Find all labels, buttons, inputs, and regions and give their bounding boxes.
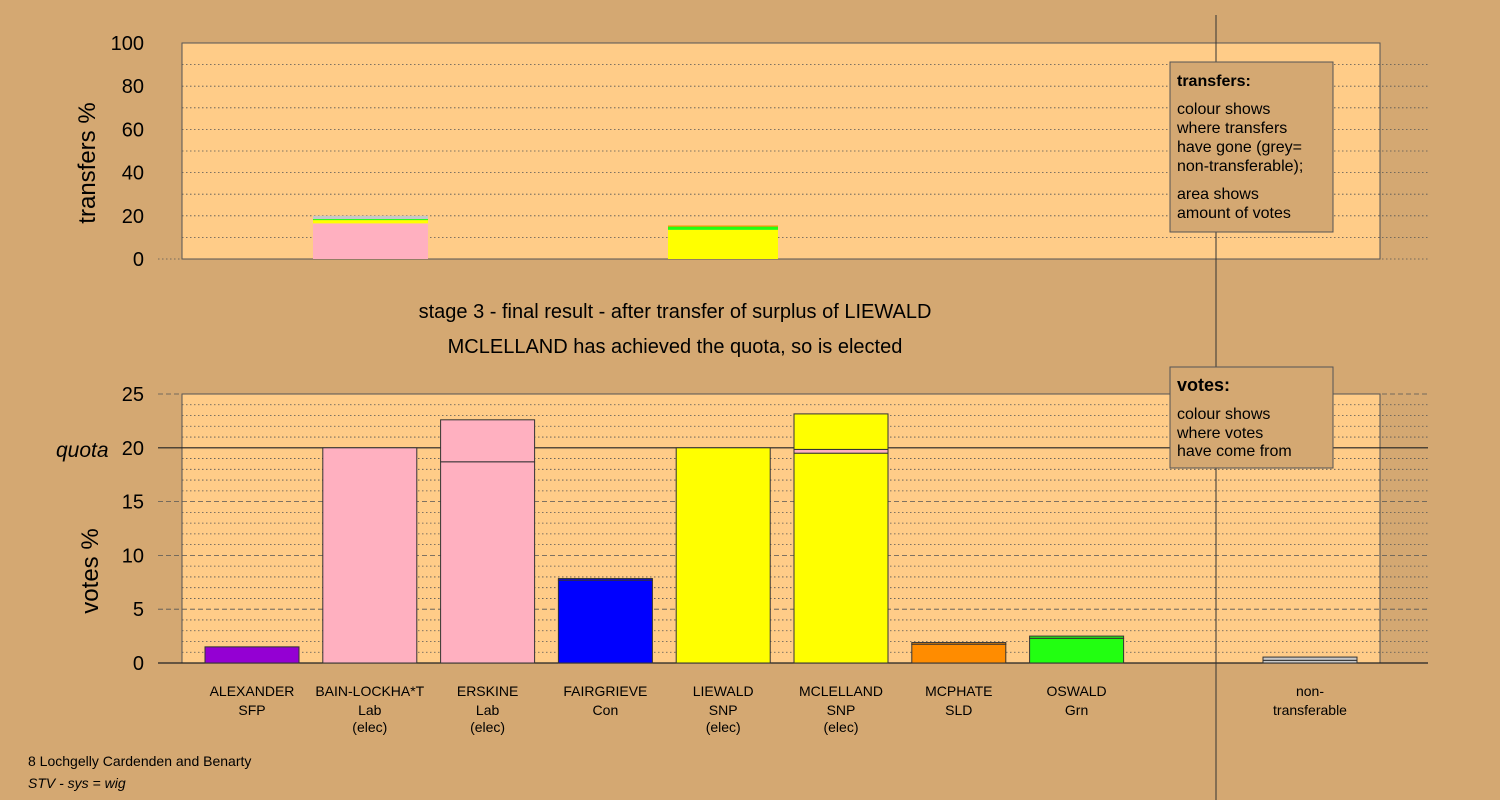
transfers-y-tick-label: 80 — [122, 76, 144, 98]
vote-bar-segment — [1029, 635, 1125, 639]
transfer-bar-segment — [668, 229, 778, 259]
chart-title: stage 3 - final result - after transfer … — [419, 301, 932, 323]
votes-y-tick-label: 0 — [133, 653, 144, 675]
candidate-name-label: ERSKINE — [457, 683, 518, 699]
candidate-party-label: Grn — [1065, 702, 1088, 718]
transfer-bar-segment — [313, 220, 428, 224]
transfers-y-tick-label: 20 — [122, 206, 144, 228]
vote-bar-segment — [911, 643, 1007, 664]
candidate-name-label: BAIN-LOCKHA*T — [315, 683, 424, 699]
candidate-name-label: MCPHATE — [925, 683, 992, 699]
votes-legend-box — [1169, 366, 1334, 469]
transfers-y-tick-label: 40 — [122, 163, 144, 185]
candidate-name-label: LIEWALD — [693, 683, 754, 699]
transfers-bars — [313, 215, 778, 259]
candidate-name-label: ALEXANDER — [210, 683, 295, 699]
chart-subtitle: MCLELLAND has achieved the quota, so is … — [448, 336, 903, 358]
candidate-party-label: Lab — [358, 702, 382, 718]
vote-bar-segment — [793, 452, 889, 664]
transfers-y-tick-label: 0 — [133, 249, 144, 271]
transfers-legend-line: colour shows — [1177, 101, 1270, 118]
votes-legend-title: votes: — [1177, 375, 1230, 395]
non-transferable-bar-segment — [1262, 656, 1358, 661]
candidate-party-label: Lab — [476, 702, 500, 718]
transfers-y-tick-label: 100 — [111, 33, 144, 55]
candidate-party-label: Con — [593, 702, 619, 718]
transfers-y-ticks: 0 20 40 60 80 100 — [111, 33, 144, 271]
votes-legend-line: where votes — [1176, 425, 1263, 442]
candidate-status-label: (elec) — [470, 719, 505, 735]
transfer-bar-segment — [313, 223, 428, 259]
vote-bar-segment — [440, 461, 536, 664]
candidate-status-label: (elec) — [823, 719, 858, 735]
transfers-legend-line: amount of votes — [1177, 205, 1291, 222]
votes-legend-line: have come from — [1177, 443, 1292, 460]
transfer-bar-segment — [313, 219, 428, 221]
transfer-bar-segment — [313, 215, 428, 220]
vote-bar-segment — [557, 579, 653, 664]
non-transferable-label: non- — [1296, 683, 1324, 699]
transfer-bar-segment — [668, 225, 778, 227]
transfers-legend-line: area shows — [1177, 186, 1259, 203]
candidate-status-label: (elec) — [706, 719, 741, 735]
candidate-name-label: FAIRGRIEVE — [563, 683, 647, 699]
transfers-legend-line: non-transferable); — [1177, 158, 1303, 175]
transfers-legend-line: where transfers — [1176, 120, 1287, 137]
votes-bars — [204, 413, 1358, 664]
candidate-party-label: SNP — [827, 702, 856, 718]
candidate-status-label: (elec) — [352, 719, 387, 735]
transfer-bar-segment — [668, 226, 778, 230]
transfers-y-tick-label: 60 — [122, 119, 144, 141]
vote-bar-segment — [675, 447, 771, 664]
candidate-party-label: SFP — [238, 702, 265, 718]
vote-bar-segment — [793, 413, 889, 450]
votes-y-tick-label: 15 — [122, 492, 144, 514]
vote-bar-segment — [911, 642, 1007, 645]
transfers-y-axis-label: transfers % — [74, 102, 101, 223]
candidate-name-label: OSWALD — [1047, 683, 1107, 699]
transfers-legend: transfers: colour shows where transfers … — [1169, 61, 1334, 233]
constituency-label: 8 Lochgelly Cardenden and Benarty — [28, 753, 251, 769]
votes-y-tick-label: 20 — [122, 438, 144, 460]
candidate-party-label: SNP — [709, 702, 738, 718]
vote-bar-segment — [793, 448, 889, 454]
vote-bar-segment — [204, 646, 300, 664]
non-transferable-label: transferable — [1273, 702, 1347, 718]
quota-label: quota — [56, 439, 109, 462]
votes-y-tick-label: 25 — [122, 384, 144, 406]
candidate-party-label: SLD — [945, 702, 972, 718]
candidate-name-label: MCLELLAND — [799, 683, 883, 699]
system-label: STV - sys = wig — [28, 775, 126, 791]
vote-bar-segment — [1029, 637, 1125, 664]
votes-legend: votes: colour shows where votes have com… — [1169, 366, 1334, 469]
votes-y-ticks: 0 5 10 15 20 25 — [122, 384, 144, 675]
transfers-legend-box — [1169, 61, 1334, 233]
vote-bar-segment — [557, 578, 653, 581]
votes-x-labels: ALEXANDERSFPBAIN-LOCKHA*TLab(elec)ERSKIN… — [210, 683, 1348, 735]
transfers-legend-title: transfers: — [1177, 73, 1251, 90]
votes-y-tick-label: 10 — [122, 545, 144, 567]
votes-y-tick-label: 5 — [133, 599, 144, 621]
votes-y-axis-label: votes % — [77, 528, 104, 613]
vote-bar-segment — [322, 447, 418, 664]
transfers-legend-line: have gone (grey= — [1177, 139, 1302, 156]
votes-legend-line: colour shows — [1177, 406, 1270, 423]
vote-bar-segment — [440, 419, 536, 463]
